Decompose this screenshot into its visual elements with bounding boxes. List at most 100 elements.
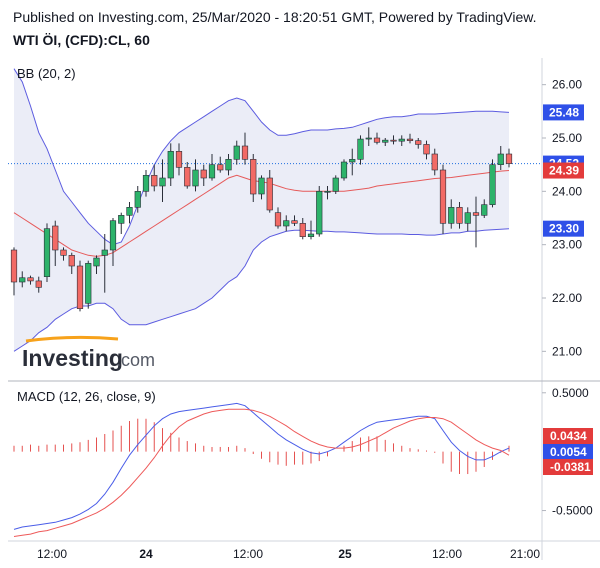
candle-body <box>27 277 34 282</box>
logo-suffix: .com <box>116 350 155 370</box>
candle <box>481 199 488 218</box>
candle <box>109 218 117 266</box>
published-caption: Published on Investing.com, 25/Mar/2020 … <box>13 9 537 25</box>
candle-body <box>332 177 339 192</box>
time-tick-label: 25 <box>338 547 352 561</box>
bb-title: BB (20, 2) <box>17 66 76 81</box>
candle <box>464 207 471 232</box>
candle-body <box>349 159 356 163</box>
candle-body <box>365 137 372 140</box>
candle-body <box>192 169 199 187</box>
candle <box>274 207 282 229</box>
candle-body <box>398 138 405 142</box>
candle <box>118 212 125 234</box>
candle <box>142 170 150 197</box>
candle-body <box>241 145 249 160</box>
candle <box>233 140 240 165</box>
price-label-box <box>543 162 584 179</box>
candle-body <box>52 225 59 251</box>
candle <box>505 148 513 168</box>
candle <box>406 133 414 144</box>
candle <box>448 199 455 229</box>
candle-body <box>35 280 42 288</box>
candle-body <box>464 212 471 224</box>
candle <box>472 196 480 248</box>
logo-swoosh <box>25 335 119 343</box>
candle-body <box>126 207 133 216</box>
price-axis[interactable]: 26.0025.0024.0023.0022.0021.0025.4824.52… <box>542 78 584 359</box>
candle <box>200 164 207 186</box>
candle-body <box>217 164 224 171</box>
candle-body <box>423 144 430 155</box>
price-tick-label: 23.00 <box>552 238 582 252</box>
candle-body <box>142 175 150 192</box>
candle-body <box>431 153 438 171</box>
macd-value-box <box>543 444 593 460</box>
candle <box>283 215 290 232</box>
candle <box>316 186 323 237</box>
investing-logo: Investing .com <box>22 335 155 371</box>
candle-body <box>489 164 496 205</box>
candle <box>85 260 92 309</box>
candle <box>192 159 199 192</box>
logo-main: Investing <box>22 345 123 371</box>
price-tick-label: 22.00 <box>552 291 582 305</box>
macd-pane[interactable] <box>13 402 510 537</box>
symbol-title: WTI ÖI, (CFD):CL, 60 <box>13 32 150 48</box>
macd-axis[interactable]: 0.5000 -0.5000 0.0434 0.0054-0.0381 <box>542 386 593 518</box>
price-label-text: 23.30 <box>549 222 579 236</box>
candle <box>250 154 257 202</box>
candle-body <box>85 263 92 304</box>
candle <box>208 154 216 181</box>
candle <box>258 175 265 200</box>
candle <box>439 164 447 234</box>
price-tick-label: 26.00 <box>552 78 582 92</box>
bb-band-fill <box>14 68 509 352</box>
candle-body <box>373 137 381 143</box>
candle <box>175 143 183 176</box>
candle-body <box>481 204 488 216</box>
price-pane[interactable] <box>8 68 542 352</box>
price-tick-label: 25.00 <box>552 131 582 145</box>
candle <box>101 234 108 293</box>
price-label: 23.30 <box>543 220 584 237</box>
candle <box>324 186 331 200</box>
candle <box>349 148 356 176</box>
candle-body <box>167 151 174 179</box>
candle <box>489 159 496 208</box>
candle-body <box>357 138 364 160</box>
bb-upper-band <box>13 68 510 246</box>
candle-body <box>316 191 323 235</box>
bb-lower-band <box>13 228 510 352</box>
candle-body <box>93 257 100 267</box>
candle-body <box>76 265 84 309</box>
candle <box>76 260 84 312</box>
macd-value-box <box>543 459 593 475</box>
candle-body <box>274 212 282 227</box>
candles <box>10 127 513 312</box>
time-tick-label: 24 <box>139 547 153 561</box>
candle <box>60 247 67 261</box>
candle-body <box>250 159 257 195</box>
time-axis[interactable]: 12:00 24 12:00 25 12:00 21:00 <box>37 547 540 561</box>
candle <box>266 170 273 213</box>
candle <box>43 223 51 282</box>
candle <box>291 215 298 226</box>
candle-body <box>299 223 306 237</box>
time-tick-label: 12:00 <box>432 547 462 561</box>
price-label-box <box>543 104 584 121</box>
candle-body <box>291 220 298 224</box>
candle-body <box>118 215 125 224</box>
candle-body <box>382 139 389 143</box>
candle <box>184 162 191 189</box>
candle-body <box>68 255 75 267</box>
price-label-text: 25.48 <box>549 105 579 119</box>
candle <box>357 135 364 165</box>
price-tick-label: 21.00 <box>552 344 582 358</box>
macd-value-text: -0.0381 <box>550 460 591 474</box>
macd-value-label: -0.0381 <box>543 459 593 475</box>
time-tick-label: 12:00 <box>233 547 263 561</box>
candle-body <box>406 138 414 141</box>
candle <box>159 159 166 202</box>
